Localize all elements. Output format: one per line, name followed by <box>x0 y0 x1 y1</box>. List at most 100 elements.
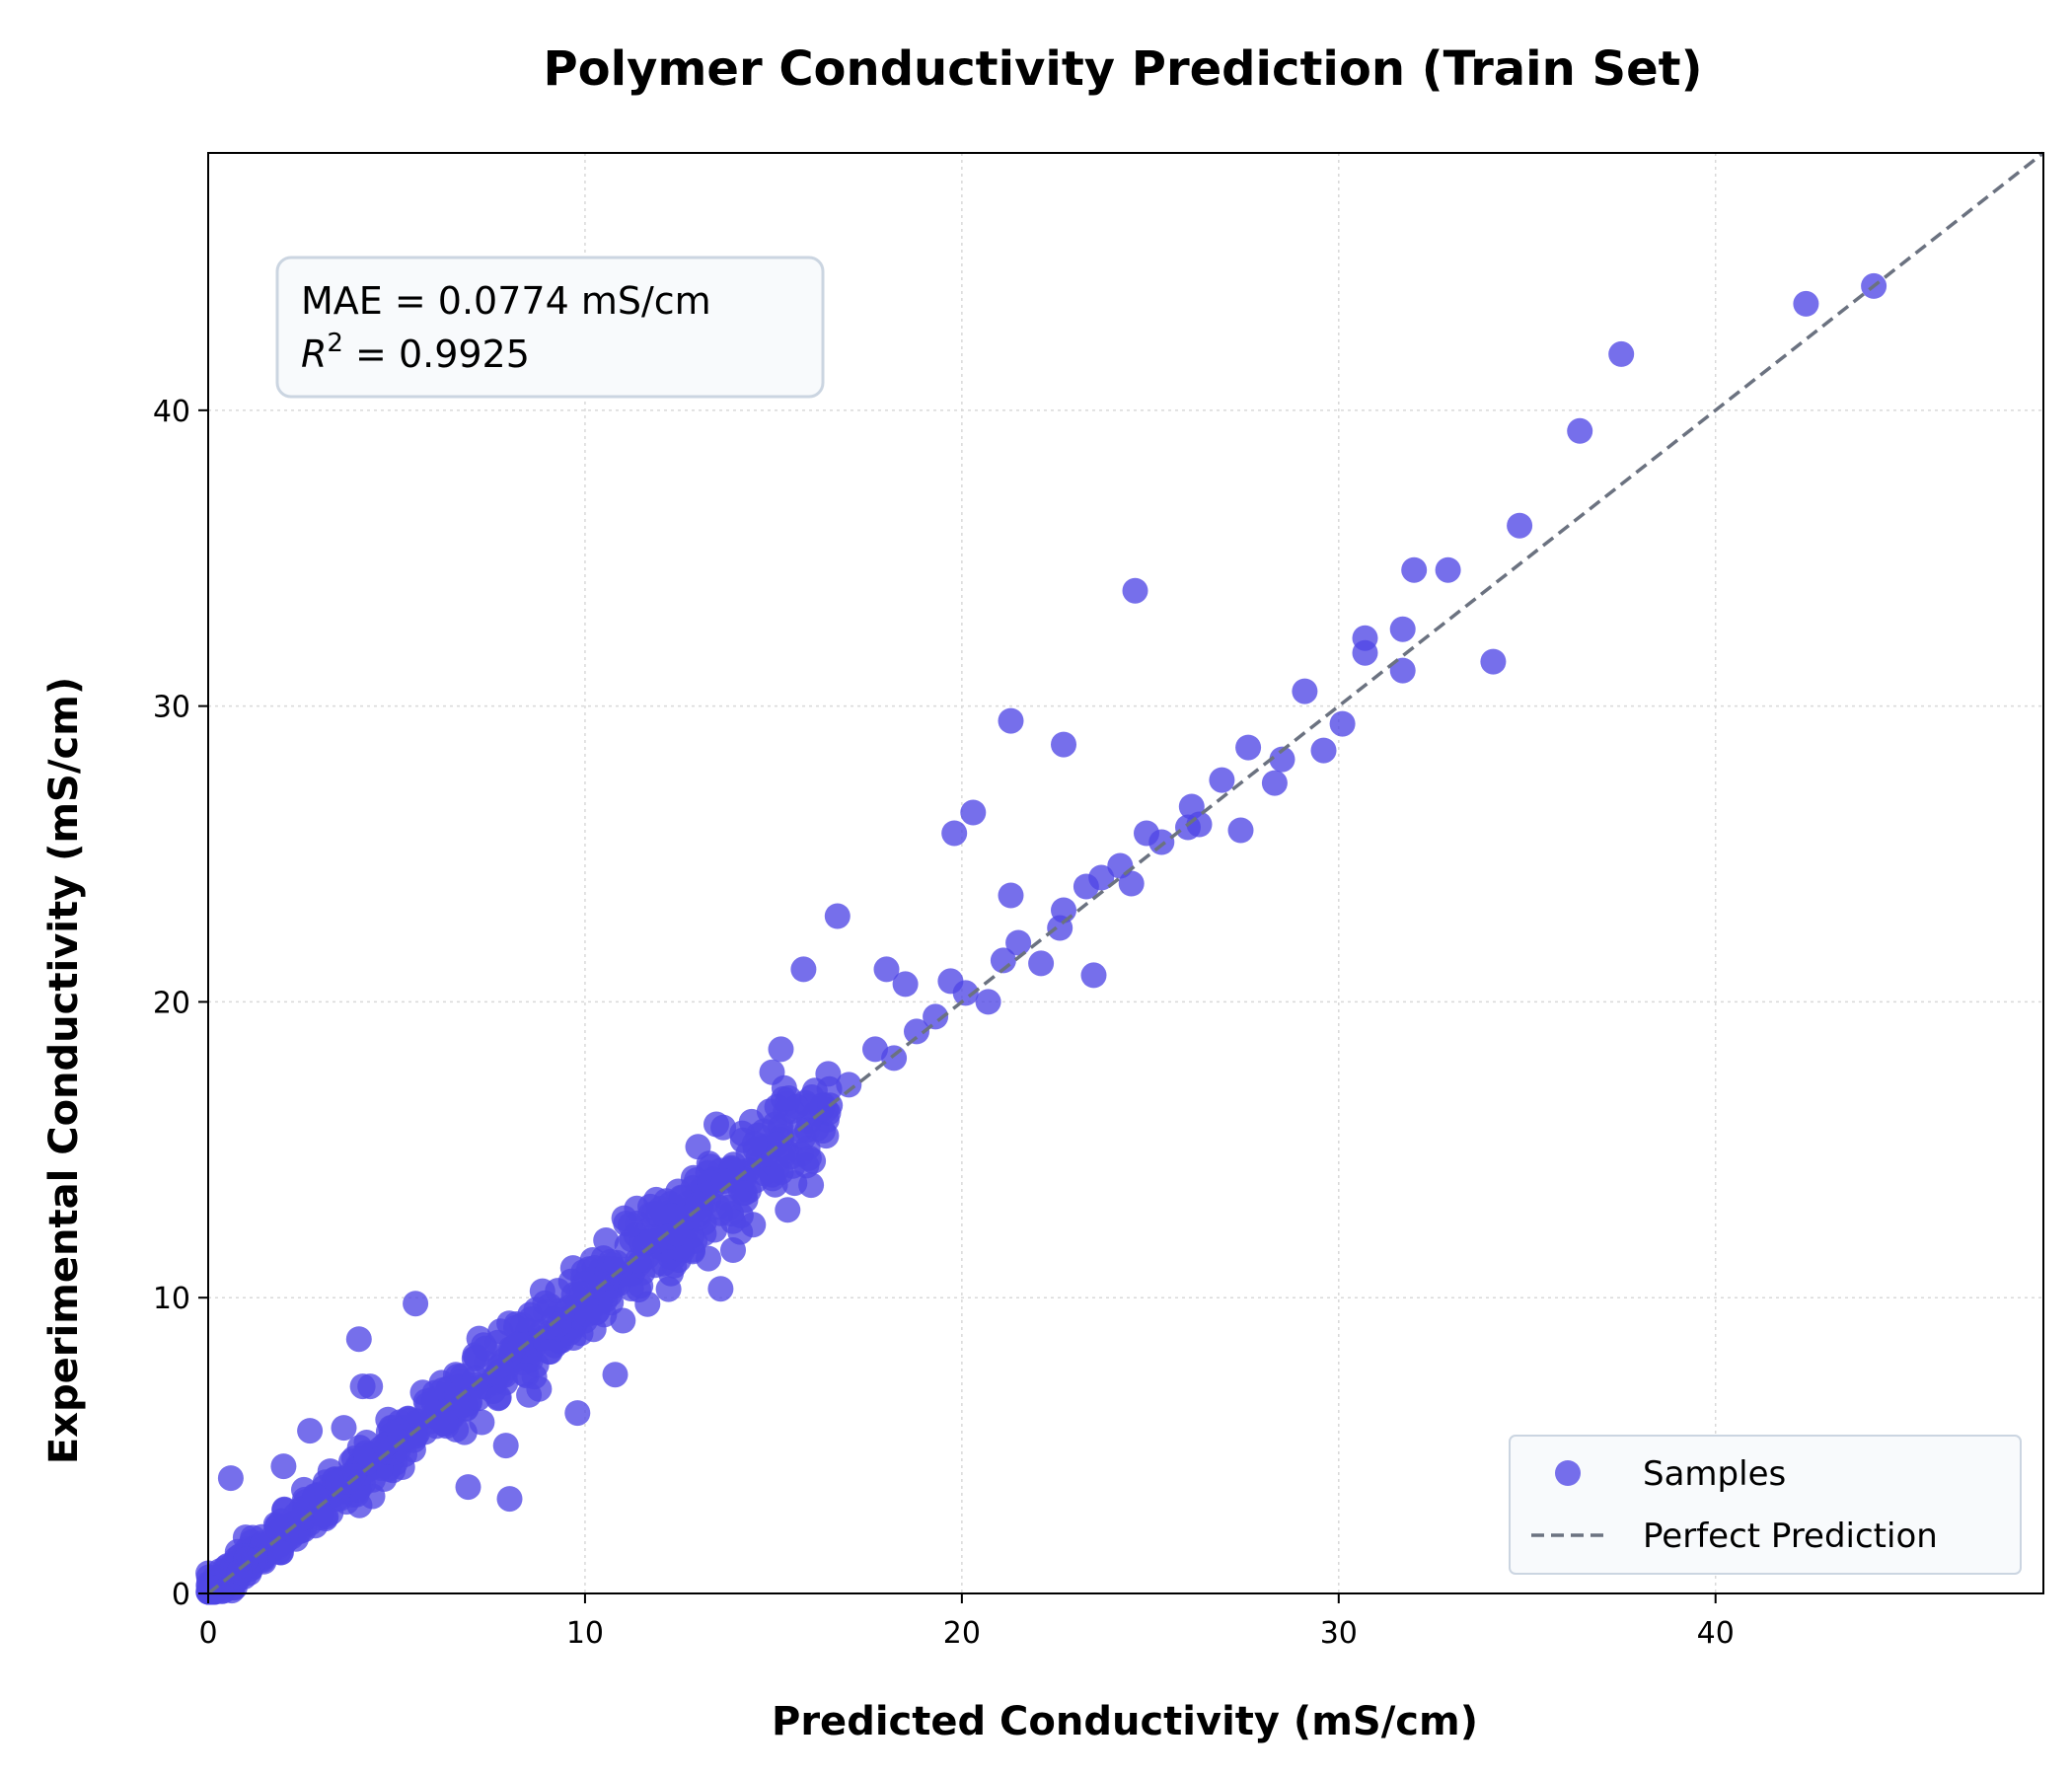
sample-point <box>824 903 851 929</box>
y-tick-label-1: 10 <box>153 1282 190 1316</box>
sample-point <box>462 1365 488 1391</box>
chart-title: Polymer Conductivity Prediction (Train S… <box>543 41 1702 97</box>
sample-point <box>403 1291 429 1317</box>
sample-point <box>1028 950 1055 977</box>
r2-symbol: R <box>301 333 327 376</box>
sample-point <box>1389 616 1416 642</box>
sample-point <box>775 1197 801 1223</box>
sample-point <box>719 1208 746 1234</box>
sample-point <box>1352 639 1378 666</box>
sample-point <box>904 1018 929 1045</box>
sample-point <box>941 820 968 847</box>
sample-point <box>1261 770 1288 796</box>
sample-point <box>313 1504 339 1530</box>
sample-point <box>1051 897 1076 924</box>
stats-box-frame <box>275 256 825 399</box>
x-axis-label: Predicted Conductivity (mS/cm) <box>772 1699 1478 1744</box>
grid <box>208 153 2043 1593</box>
sample-point <box>545 1278 571 1304</box>
sample-point <box>707 1276 734 1302</box>
y-tick-label-2: 20 <box>153 986 190 1020</box>
sample-point <box>873 956 900 983</box>
sample-point <box>798 1172 825 1199</box>
sample-point <box>881 1045 908 1072</box>
sample-point <box>463 1344 489 1370</box>
sample-point <box>952 980 979 1006</box>
sample-point <box>731 1180 758 1207</box>
legend-frame <box>1509 1435 2022 1575</box>
sample-point <box>485 1384 512 1411</box>
sample-point <box>892 971 919 998</box>
y-axis-label: Experimental Conductivity (mS/cm) <box>41 677 87 1464</box>
sample-point <box>217 1465 244 1492</box>
sample-point <box>696 1245 721 1272</box>
sample-point <box>1310 737 1337 764</box>
sample-point <box>1435 556 1461 583</box>
sample-point <box>1567 417 1593 444</box>
sample-point <box>998 707 1024 734</box>
sample-point <box>1608 340 1635 367</box>
x-tick-label-4: 40 <box>1697 1616 1735 1651</box>
sample-point <box>496 1486 523 1513</box>
sample-point <box>603 1249 629 1276</box>
sample-point <box>836 1072 862 1098</box>
sample-point <box>1329 710 1356 737</box>
sample-point <box>267 1539 294 1566</box>
sample-point <box>270 1453 297 1480</box>
y-tick-label-4: 40 <box>153 395 190 429</box>
sample-point <box>759 1059 785 1085</box>
perfect-prediction-line <box>206 151 2045 1595</box>
sample-point <box>1122 577 1148 604</box>
sample-point <box>1227 817 1254 844</box>
r2-text: R2 = 0.9925 <box>301 329 530 376</box>
legend-label-perfect-prediction: Perfect Prediction <box>1643 1517 1938 1556</box>
sample-point <box>741 1131 768 1157</box>
sample-point <box>618 1212 643 1238</box>
sample-point <box>598 1290 625 1316</box>
sample-point <box>564 1400 591 1427</box>
sample-point <box>455 1474 481 1501</box>
sample-point <box>1389 657 1416 684</box>
sample-points <box>195 272 1887 1605</box>
sample-point <box>465 1385 491 1412</box>
sample-point <box>923 1003 949 1030</box>
sample-point <box>1269 746 1295 773</box>
sample-point <box>1080 962 1107 989</box>
sample-point <box>1401 556 1428 583</box>
sample-point <box>813 1123 840 1149</box>
sample-point <box>546 1311 572 1337</box>
y-tick-label-3: 30 <box>153 691 190 725</box>
sample-point <box>521 1364 548 1390</box>
sample-point <box>432 1407 459 1434</box>
sample-point <box>800 1147 827 1174</box>
sample-point <box>1148 829 1175 855</box>
sample-point <box>685 1134 711 1160</box>
sample-point <box>975 989 1001 1015</box>
sample-point <box>1209 767 1235 793</box>
legend: Samples Perfect Prediction <box>1509 1435 2022 1575</box>
sample-point <box>357 1373 384 1400</box>
sample-point <box>665 1178 692 1205</box>
sample-point <box>634 1291 661 1317</box>
sample-point <box>1480 648 1507 675</box>
sample-point <box>1292 678 1318 704</box>
sample-point <box>507 1332 534 1359</box>
sample-point <box>209 1578 235 1604</box>
sample-point <box>268 1508 294 1534</box>
legend-label-samples: Samples <box>1643 1454 1786 1494</box>
sample-point <box>1235 734 1262 761</box>
sample-point <box>664 1221 690 1247</box>
sample-point <box>960 799 987 826</box>
sample-point <box>331 1415 357 1442</box>
plot-frame <box>207 152 2044 1594</box>
sample-point <box>768 1036 794 1063</box>
x-tick-label-1: 10 <box>566 1616 604 1651</box>
sample-point <box>322 1466 348 1493</box>
stats-box: MAE = 0.0774 mS/cm R2 = 0.9925 <box>275 256 825 399</box>
x-tick-label-3: 30 <box>1320 1616 1358 1651</box>
sample-point <box>639 1224 666 1251</box>
sample-point <box>1793 290 1819 317</box>
sample-point <box>345 1326 372 1353</box>
